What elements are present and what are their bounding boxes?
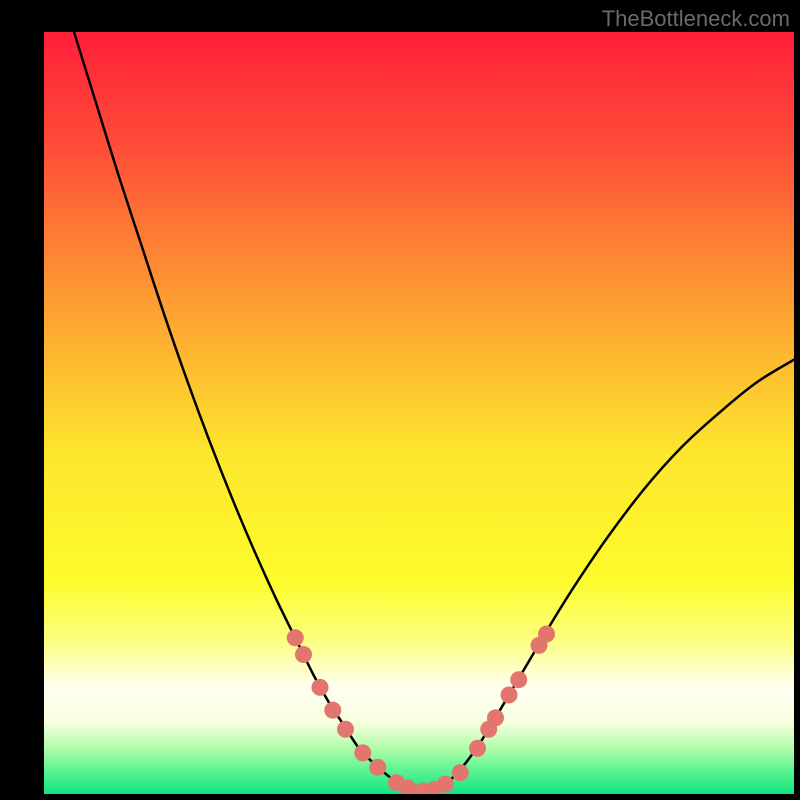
- data-marker: [354, 744, 371, 761]
- chart-container: TheBottleneck.com: [0, 0, 800, 800]
- data-marker: [295, 646, 312, 663]
- data-marker: [487, 709, 504, 726]
- data-marker: [369, 759, 386, 776]
- plot-svg: [44, 32, 794, 794]
- data-marker: [538, 625, 555, 642]
- data-marker: [337, 721, 354, 738]
- data-marker: [469, 740, 486, 757]
- plot-background: [44, 32, 794, 794]
- data-marker: [437, 776, 454, 793]
- data-marker: [510, 671, 527, 688]
- data-marker: [324, 702, 341, 719]
- data-marker: [312, 679, 329, 696]
- data-marker: [452, 764, 469, 781]
- data-marker: [501, 686, 518, 703]
- plot-area: [44, 32, 794, 794]
- data-marker: [287, 629, 304, 646]
- watermark-text: TheBottleneck.com: [602, 6, 790, 32]
